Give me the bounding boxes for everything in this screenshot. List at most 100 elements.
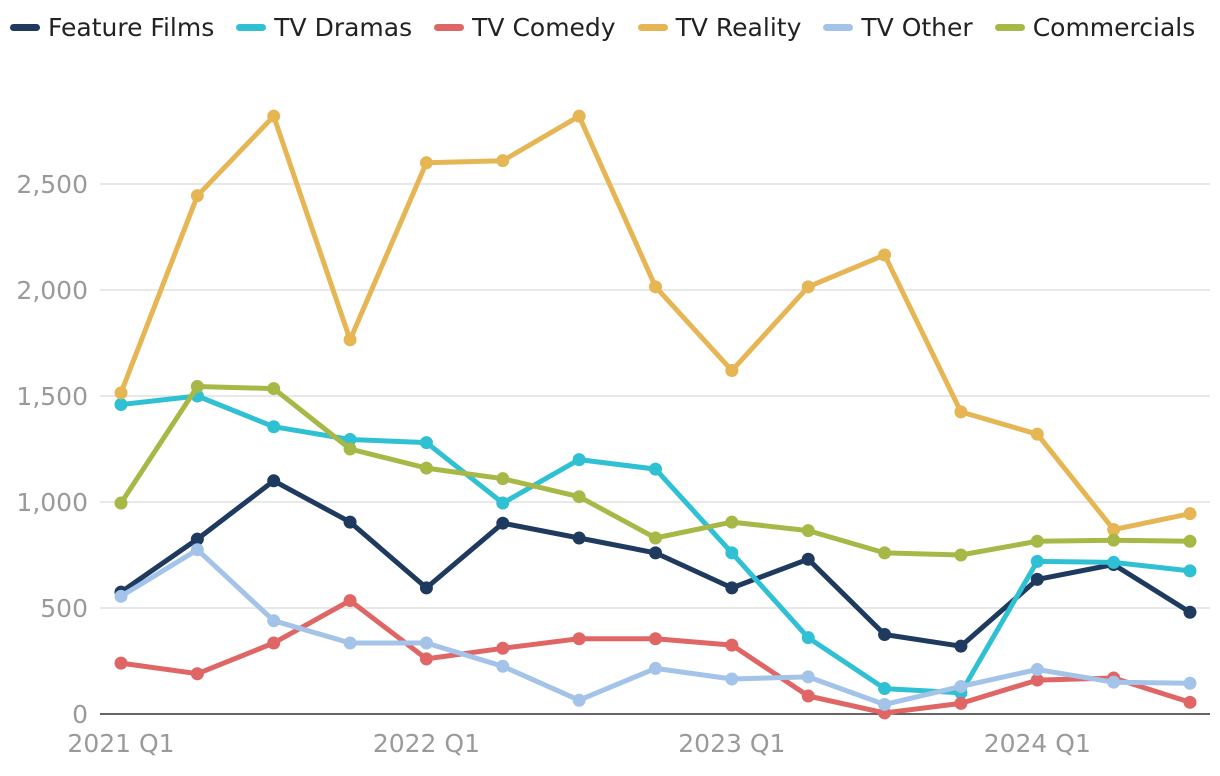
data-point-tv-comedy bbox=[496, 641, 510, 655]
data-point-tv-comedy bbox=[190, 667, 204, 681]
data-point-tv-dramas bbox=[649, 462, 662, 476]
legend-label: Commercials bbox=[1032, 12, 1196, 42]
data-point-commercials bbox=[1030, 534, 1044, 548]
data-point-tv-reality bbox=[267, 109, 281, 123]
data-point-feature-films bbox=[572, 531, 586, 545]
legend: Feature Films TV Dramas TV Comedy TV Realit… bbox=[10, 10, 1210, 44]
y-axis: 0 500 1,000 1,500 2,000 2,500 bbox=[16, 170, 1210, 729]
data-point-commercials bbox=[496, 472, 510, 486]
y-tick-label: 0 bbox=[72, 700, 88, 729]
data-point-feature-films bbox=[954, 639, 968, 653]
data-point-tv-dramas bbox=[1107, 555, 1121, 569]
data-point-tv-dramas bbox=[496, 496, 510, 510]
legend-item-tv-other: TV Other bbox=[823, 10, 973, 44]
grid-lines bbox=[100, 183, 1210, 609]
data-point-feature-films bbox=[1183, 605, 1197, 619]
legend-item-tv-comedy: TV Comedy bbox=[434, 10, 616, 44]
data-point-tv-reality bbox=[190, 189, 204, 203]
data-point-tv-reality bbox=[801, 280, 815, 294]
data-point-tv-comedy bbox=[1030, 673, 1044, 687]
series-tv-other bbox=[114, 543, 1197, 711]
data-point-commercials bbox=[1107, 533, 1121, 547]
legend-swatch bbox=[823, 23, 854, 31]
data-point-tv-other bbox=[190, 543, 204, 557]
data-point-tv-other bbox=[114, 589, 128, 603]
data-point-tv-reality bbox=[725, 364, 739, 378]
legend-label: Feature Films bbox=[48, 12, 215, 42]
series-tv-comedy bbox=[114, 594, 1197, 720]
data-point-tv-reality bbox=[1030, 427, 1044, 441]
legend-item-tv-dramas: TV Dramas bbox=[236, 10, 412, 44]
data-point-tv-dramas bbox=[878, 682, 892, 696]
data-point-tv-dramas bbox=[1030, 554, 1044, 568]
data-point-commercials bbox=[572, 490, 586, 504]
data-point-tv-other bbox=[1030, 662, 1044, 676]
data-point-feature-films bbox=[496, 516, 510, 530]
legend-swatch bbox=[994, 23, 1025, 31]
data-point-tv-other bbox=[1183, 676, 1197, 690]
data-point-tv-reality bbox=[649, 280, 662, 294]
data-point-tv-other bbox=[267, 614, 281, 628]
data-point-tv-reality bbox=[572, 109, 586, 123]
series-tv-dramas bbox=[114, 389, 1197, 700]
data-point-commercials bbox=[725, 515, 739, 529]
legend-item-commercials: Commercials bbox=[994, 10, 1196, 44]
data-point-feature-films bbox=[343, 515, 357, 529]
data-point-tv-dramas bbox=[1183, 564, 1197, 578]
data-point-commercials bbox=[267, 382, 281, 396]
data-point-tv-reality bbox=[419, 156, 433, 170]
x-tick-label: 2021 Q1 bbox=[67, 729, 174, 758]
data-point-tv-comedy bbox=[725, 638, 739, 652]
data-point-commercials bbox=[419, 461, 433, 475]
data-point-feature-films bbox=[878, 628, 892, 641]
data-point-tv-comedy bbox=[343, 594, 357, 608]
data-point-tv-comedy bbox=[801, 689, 815, 703]
y-tick-label: 1,500 bbox=[16, 382, 88, 411]
x-tick-label: 2023 Q1 bbox=[678, 729, 785, 758]
y-tick-label: 2,000 bbox=[16, 276, 88, 305]
data-point-tv-other bbox=[496, 659, 510, 673]
x-axis: 2021 Q1 2022 Q1 2023 Q1 2024 Q1 bbox=[67, 729, 1090, 758]
legend-swatch bbox=[236, 23, 267, 31]
data-point-commercials bbox=[343, 442, 357, 456]
y-tick-label: 1,000 bbox=[16, 488, 88, 517]
data-point-commercials bbox=[190, 379, 204, 393]
y-tick-label: 500 bbox=[40, 594, 88, 623]
data-point-feature-films bbox=[649, 546, 662, 560]
plot-area bbox=[114, 109, 1197, 720]
data-point-tv-other bbox=[1107, 675, 1121, 689]
data-point-tv-other bbox=[725, 672, 739, 686]
data-point-tv-other bbox=[801, 670, 815, 684]
data-point-tv-comedy bbox=[267, 636, 281, 650]
data-point-tv-other bbox=[649, 661, 662, 675]
data-point-commercials bbox=[954, 548, 968, 562]
data-point-tv-dramas bbox=[725, 546, 739, 560]
data-point-tv-other bbox=[954, 679, 968, 693]
legend-label: TV Other bbox=[861, 12, 973, 42]
legend-item-tv-reality: TV Reality bbox=[637, 10, 802, 44]
data-point-tv-other bbox=[343, 636, 357, 650]
data-point-tv-comedy bbox=[1183, 695, 1197, 709]
x-tick-label: 2024 Q1 bbox=[984, 729, 1091, 758]
data-point-tv-dramas bbox=[114, 397, 128, 411]
data-point-feature-films bbox=[801, 552, 815, 566]
legend-label: TV Reality bbox=[675, 12, 802, 42]
data-point-tv-dramas bbox=[801, 631, 815, 645]
data-point-tv-comedy bbox=[114, 656, 128, 670]
legend-swatch bbox=[637, 23, 668, 31]
data-point-tv-reality bbox=[1107, 523, 1121, 537]
data-point-tv-reality bbox=[343, 333, 357, 347]
data-point-tv-comedy bbox=[954, 696, 968, 710]
series-line-tv-comedy bbox=[118, 598, 1193, 716]
data-point-tv-dramas bbox=[572, 453, 586, 467]
data-point-tv-comedy bbox=[419, 652, 433, 666]
legend-item-feature-films: Feature Films bbox=[10, 10, 214, 44]
data-point-feature-films bbox=[725, 581, 739, 595]
data-point-tv-dramas bbox=[419, 436, 433, 450]
data-point-tv-reality bbox=[1183, 507, 1197, 521]
data-point-tv-other bbox=[419, 636, 433, 650]
y-tick-label: 2,500 bbox=[16, 170, 88, 199]
legend-label: TV Dramas bbox=[274, 12, 413, 42]
data-point-tv-other bbox=[572, 693, 586, 707]
